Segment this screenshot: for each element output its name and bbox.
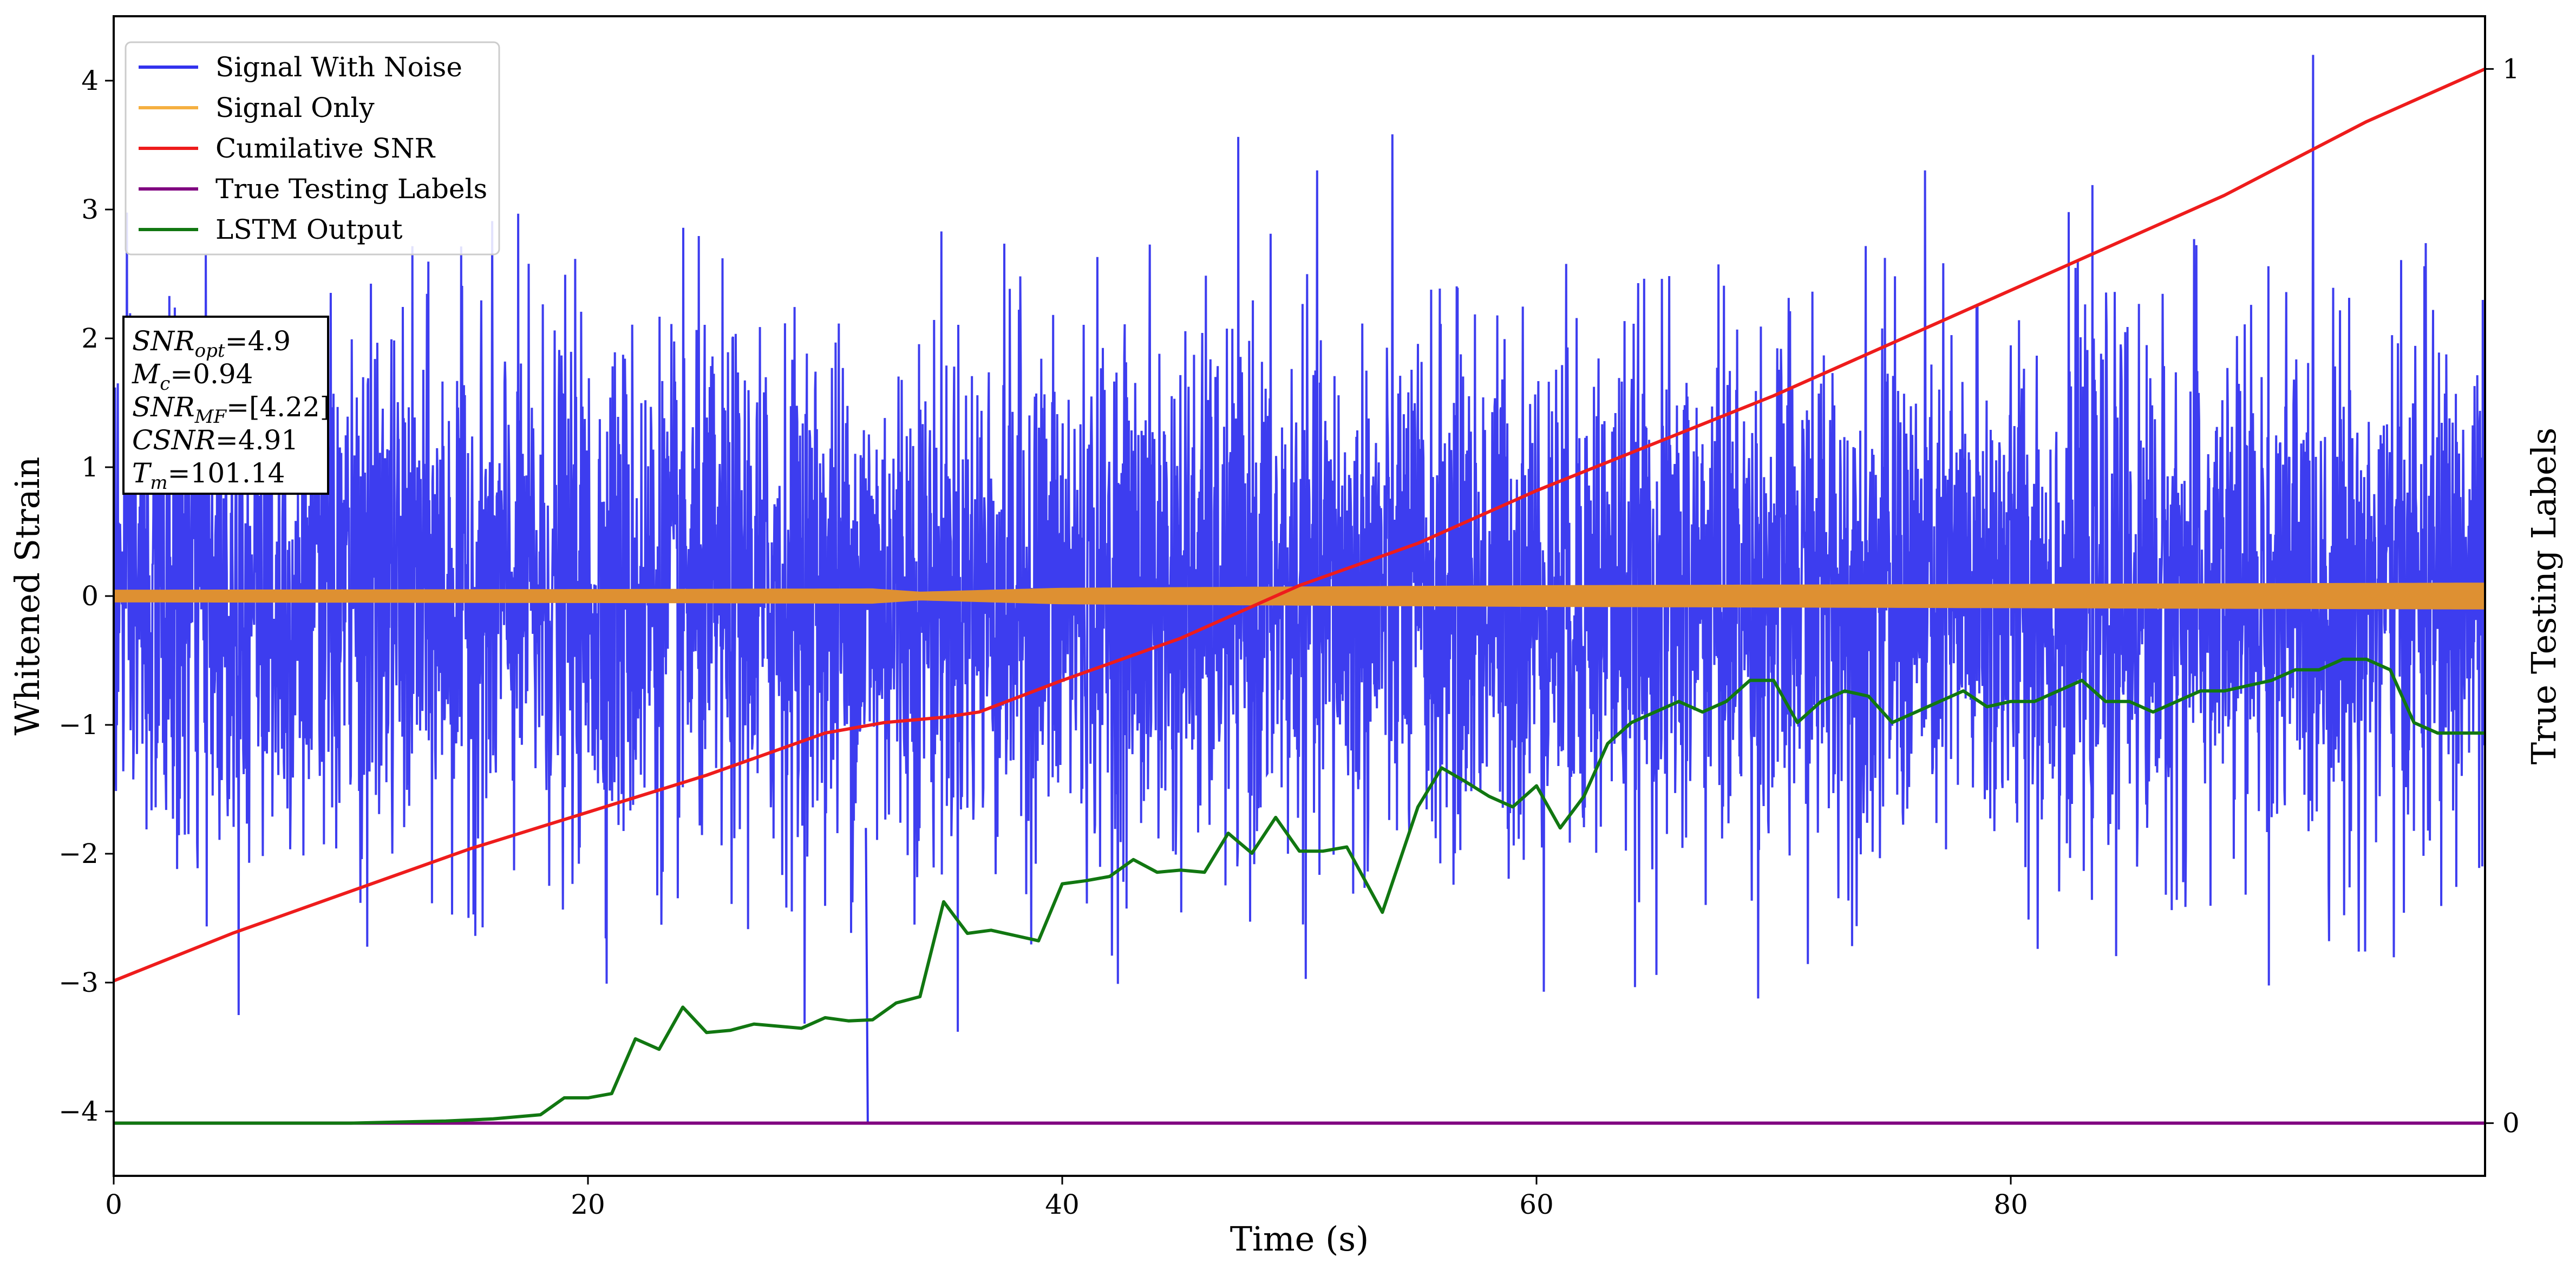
y-left-tick-label: 0 [81, 580, 99, 612]
legend-label: Signal Only [215, 92, 375, 123]
info-subscript: opt [195, 340, 225, 362]
info-box-line: Mc=0.94 [132, 358, 253, 395]
y-axis-left: −4 −3 −2 −1 0 1 2 3 4 [58, 65, 114, 1127]
series-lstm-output [114, 657, 2485, 1125]
info-box: SNRopt=4.9Mc=0.94SNRMF=[4.22]CSNR=4.91Tm… [122, 316, 330, 495]
info-value: =101.14 [168, 457, 285, 489]
series-lines-layer [114, 67, 2485, 1125]
legend: Signal With Noise Signal Only Cumilative S… [125, 41, 500, 256]
y-left-tick-label: 2 [81, 323, 99, 354]
y-axis-right: 01 [2485, 53, 2520, 1139]
signal-only-layer [114, 583, 2485, 610]
info-value: =0.94 [170, 358, 253, 390]
info-value: =[4.22] [226, 391, 330, 423]
info-box-frame [122, 316, 329, 495]
x-tick-label: 80 [1993, 1189, 2028, 1220]
info-value: =4.9 [225, 325, 291, 357]
legend-box [125, 41, 500, 256]
y-left-tick-label: 4 [81, 65, 99, 96]
legend-label: Signal With Noise [215, 51, 462, 83]
series-signal-only [114, 583, 2485, 610]
y-left-tick-label: −1 [58, 709, 99, 741]
y-right-tick-label: 0 [2502, 1108, 2520, 1139]
y-left-tick-label: −2 [58, 838, 99, 869]
y-right-tick-label: 1 [2502, 53, 2520, 84]
info-box-line: CSNR=4.91 [132, 424, 298, 456]
info-symbol: SNR [132, 391, 195, 423]
info-value: =4.91 [215, 424, 298, 456]
info-subscript: c [160, 373, 170, 395]
info-symbol: M [132, 358, 161, 390]
legend-label: True Testing Labels [215, 173, 487, 205]
legend-label: LSTM Output [215, 214, 402, 245]
y-left-tick-label: 1 [81, 451, 99, 483]
y-left-tick-label: 3 [81, 194, 99, 225]
signal-with-noise-min-spike [865, 828, 869, 1124]
x-tick-label: 60 [1519, 1189, 1554, 1220]
x-tick-label: 40 [1045, 1189, 1080, 1220]
y-left-tick-label: −4 [58, 1096, 99, 1127]
x-tick-label: 0 [105, 1189, 122, 1220]
info-symbol: SNR [132, 325, 195, 357]
x-tick-label: 20 [571, 1189, 605, 1220]
info-box-line: Tm=101.14 [132, 457, 285, 494]
series-cumilative-snr [114, 67, 2485, 983]
y-axis-left-label: Whitened Strain [8, 457, 47, 736]
info-subscript: m [150, 472, 167, 494]
info-subscript: MF [194, 406, 227, 428]
legend-label: Cumilative SNR [215, 133, 435, 164]
info-symbol: CSNR [132, 424, 215, 456]
series-signal-with-noise [114, 55, 2485, 1032]
signal-with-noise-layer [114, 55, 2485, 1124]
y-axis-right-label: True Testing Labels [2524, 428, 2564, 765]
x-axis: 0 20 40 60 80 [105, 1176, 2028, 1220]
info-box-line: SNRMF=[4.22] [132, 391, 330, 428]
x-axis-label: Time (s) [1230, 1219, 1369, 1259]
info-symbol: T [132, 457, 152, 489]
y-left-tick-label: −3 [58, 967, 99, 998]
info-box-line: SNRopt=4.9 [132, 325, 291, 362]
